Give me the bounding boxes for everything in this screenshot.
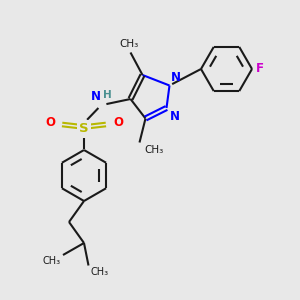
Text: S: S xyxy=(79,122,89,136)
Text: CH₃: CH₃ xyxy=(91,267,109,277)
Text: CH₃: CH₃ xyxy=(43,256,61,266)
Text: F: F xyxy=(256,62,264,76)
Text: O: O xyxy=(113,116,123,130)
Text: N: N xyxy=(171,71,181,84)
Text: O: O xyxy=(45,116,55,130)
Text: N: N xyxy=(91,91,100,103)
Text: CH₃: CH₃ xyxy=(119,40,139,50)
Text: H: H xyxy=(103,91,112,100)
Text: CH₃: CH₃ xyxy=(144,146,163,155)
Text: N: N xyxy=(169,110,179,123)
